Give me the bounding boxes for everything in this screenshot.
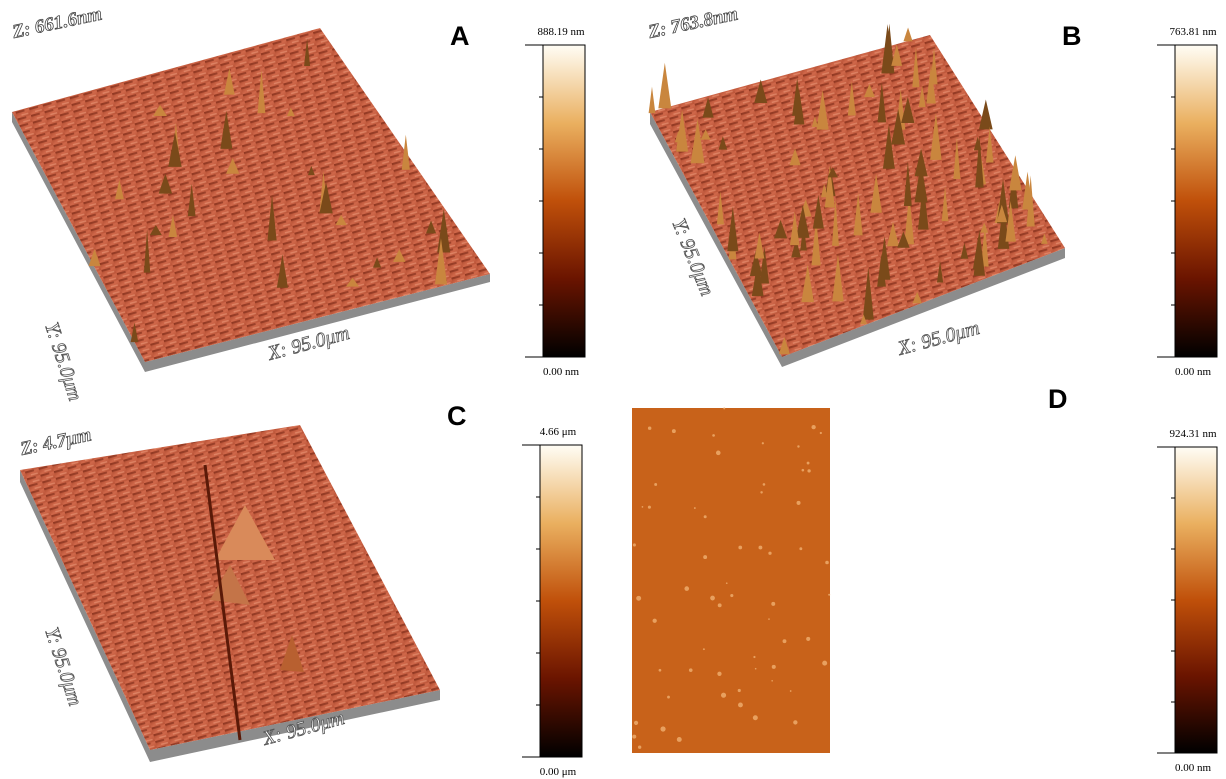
speck xyxy=(753,715,758,720)
speck xyxy=(717,672,721,676)
scale-max: 888.19 nm xyxy=(537,26,585,38)
speck xyxy=(634,721,638,725)
speck xyxy=(807,469,810,472)
panel-a: Z: 661.6nm Y: 95.0μm X: 95.0μm A 888.19 … xyxy=(10,3,585,403)
speck xyxy=(755,668,757,670)
x-label: X: 95.0μm xyxy=(895,317,982,360)
speck xyxy=(753,656,755,658)
speck xyxy=(712,434,715,437)
afm-image xyxy=(632,408,830,753)
speck xyxy=(811,425,815,429)
peak xyxy=(979,99,993,129)
speck xyxy=(694,507,696,509)
speck xyxy=(654,483,657,486)
surface xyxy=(12,28,490,362)
speck xyxy=(763,483,766,486)
speck xyxy=(820,432,822,434)
speck xyxy=(768,618,770,620)
panel-label: B xyxy=(1062,21,1082,51)
y-label: Y: 95.0μm xyxy=(40,625,86,709)
panel-label: A xyxy=(450,21,470,51)
panel-b: Z: 763.8nm Y: 95.0μm X: 95.0μm B 763.81 … xyxy=(646,3,1217,378)
speck xyxy=(797,445,799,447)
peak xyxy=(903,27,912,41)
speck xyxy=(738,702,743,707)
speck xyxy=(762,442,764,444)
panel-d: D 924.31 nm 0.00 nm xyxy=(632,384,1217,774)
speck xyxy=(648,426,651,429)
speck xyxy=(633,543,636,546)
speck xyxy=(726,582,728,584)
scale-min: 0.00 nm xyxy=(1175,366,1212,378)
z-label: Z: 4.7μm xyxy=(18,424,94,460)
z-label: Z: 763.8nm xyxy=(646,3,740,43)
speck xyxy=(672,429,676,433)
speck xyxy=(790,690,792,692)
speck xyxy=(783,639,787,643)
speck xyxy=(716,451,721,456)
speck xyxy=(667,696,670,699)
speck xyxy=(771,680,773,682)
speck xyxy=(768,552,771,555)
color-scale xyxy=(540,445,582,757)
speck xyxy=(799,547,802,550)
speck xyxy=(648,506,651,509)
scale-max: 763.81 nm xyxy=(1169,26,1217,38)
panel-c: Z: 4.7μm Y: 95.0μm X: 95.0μm C 4.66 μm0.… xyxy=(18,401,582,778)
speck xyxy=(807,462,810,465)
scale-max: 4.66 μm xyxy=(540,426,577,438)
speck xyxy=(642,506,644,508)
speck xyxy=(636,596,641,601)
speck xyxy=(738,689,741,692)
speck xyxy=(704,515,707,518)
scale-max: 924.31 nm xyxy=(1169,428,1217,440)
speck xyxy=(822,661,827,666)
scale-min: 0.00 nm xyxy=(543,366,580,378)
speck xyxy=(772,665,776,669)
speck xyxy=(677,737,682,742)
speck xyxy=(825,561,829,565)
peak xyxy=(658,63,671,109)
speck xyxy=(703,648,705,650)
y-label: Y: 95.0μm xyxy=(40,320,86,404)
speck xyxy=(632,735,636,739)
speck xyxy=(802,469,805,472)
speck xyxy=(660,726,665,731)
speck xyxy=(710,596,715,601)
speck xyxy=(738,546,742,550)
speck xyxy=(730,594,733,597)
color-scale xyxy=(543,45,585,357)
speck xyxy=(659,669,662,672)
panel-label: D xyxy=(1048,384,1068,414)
speck xyxy=(718,603,722,607)
speck xyxy=(828,594,830,596)
peak xyxy=(649,87,656,114)
speck xyxy=(689,668,693,672)
scale-min: 0.00 μm xyxy=(540,766,577,778)
speck xyxy=(684,586,689,591)
speck xyxy=(793,720,797,724)
figure: Z: 661.6nm Y: 95.0μm X: 95.0μm A 888.19 … xyxy=(0,0,1226,779)
panel-label: C xyxy=(447,401,467,431)
speck xyxy=(771,602,775,606)
speck xyxy=(653,619,657,623)
z-label: Z: 661.6nm xyxy=(10,3,104,43)
speck xyxy=(638,746,641,749)
speck xyxy=(758,546,762,550)
speck xyxy=(703,555,707,559)
speck xyxy=(806,637,810,641)
speck xyxy=(797,501,801,505)
scale-min: 0.00 nm xyxy=(1175,762,1212,774)
color-scale xyxy=(1175,45,1217,357)
speck xyxy=(721,693,726,698)
speck xyxy=(723,407,725,409)
speck xyxy=(760,491,762,493)
color-scale xyxy=(1175,447,1217,753)
